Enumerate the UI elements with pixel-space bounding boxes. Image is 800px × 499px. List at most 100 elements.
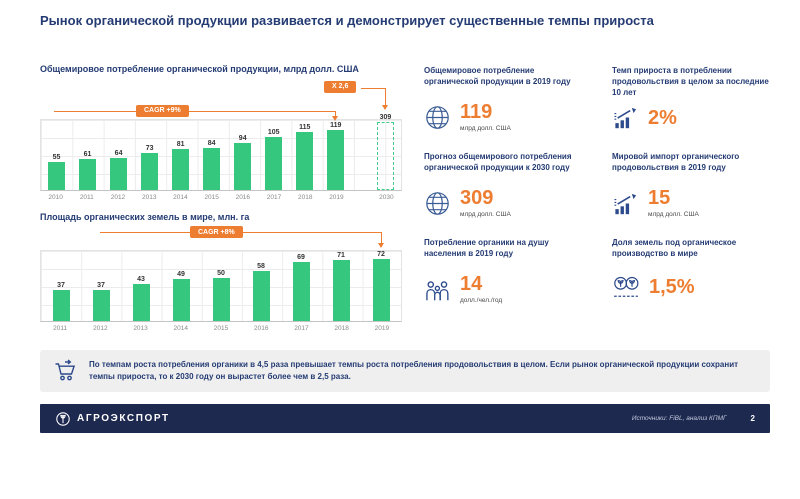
bar-slot: 50 xyxy=(201,270,241,322)
axis-tick-label: 2030 xyxy=(379,193,394,201)
multiplier-arrow-line xyxy=(361,87,386,106)
bar-slot: 69 xyxy=(281,254,321,322)
value-bar xyxy=(172,149,190,190)
cagr-arrow-drop xyxy=(381,232,382,245)
cagr-arrow-drop xyxy=(335,110,336,117)
bar-value-label: 115 xyxy=(299,124,311,132)
land-chart-title: Площадь органических земель в мире, млн.… xyxy=(40,211,250,222)
bar-slot: 49 xyxy=(161,271,201,322)
agroexport-logo-text: АГРОЭКСПОРТ xyxy=(77,413,170,424)
multiplier-badge: Х 2,6 xyxy=(324,80,357,93)
value-bar xyxy=(234,142,252,190)
bar-slot: 37 xyxy=(41,282,81,322)
axis-tick-label: 2016 xyxy=(253,325,269,333)
bar-value-label: 55 xyxy=(52,154,61,162)
stat-title: Мировой импорт органического продовольст… xyxy=(612,152,740,172)
bar-slot: 115 xyxy=(289,124,320,190)
value-bar xyxy=(79,159,97,190)
sources-text: Источники: FiBL, анализ КПМГ xyxy=(631,415,727,422)
stat-title: Темп прироста в потреблении продовольств… xyxy=(612,66,769,97)
bar-value-label: 72 xyxy=(377,251,385,259)
footer-bar: АГРОЭКСПОРТ Источники: FiBL, анализ КПМГ… xyxy=(40,404,770,433)
stat-block: Доля земель под органическое производств… xyxy=(612,238,770,304)
axis-labels: 2010 2011 2012 2013 2014 2015 2016 2017 2018 2019… xyxy=(40,192,402,203)
organic-field-icon xyxy=(612,274,640,300)
axis-tick-label: 2013 xyxy=(141,193,157,201)
stat-title: Общемировое потребление органической про… xyxy=(424,66,571,86)
axis-tick-label: 2014 xyxy=(173,193,188,201)
stat-title: Доля земель под органическое производств… xyxy=(612,238,737,258)
axis-tick-label: 2012 xyxy=(93,325,108,333)
axis-tick-label: 2019 xyxy=(329,193,344,201)
bar-value-label: 309 xyxy=(379,113,392,121)
bar-value-label: 58 xyxy=(257,263,265,271)
page-title: Рынок органической продукции развивается… xyxy=(40,13,654,28)
bar-slot: 84 xyxy=(196,140,227,190)
bar-value-label: 81 xyxy=(176,141,185,149)
bar-value-label: 84 xyxy=(207,139,216,147)
stat-title: Потребление органики на душу населения в… xyxy=(424,238,549,258)
bar-value-label: 105 xyxy=(267,129,280,137)
stat-row: 2% xyxy=(612,104,770,131)
note-box: По темпам роста потребления органики в 4… xyxy=(40,350,770,392)
value-bar xyxy=(372,259,390,322)
axis-tick-label: 2017 xyxy=(266,193,282,201)
bar-value-label: 119 xyxy=(330,122,342,130)
bar-plot: 55 61 64 73 81 84 94 105 115 119 309 xyxy=(40,114,402,191)
bar-slot: 94 xyxy=(227,135,258,190)
stat-row: 1,5% xyxy=(612,274,770,300)
consumption-chart: CAGR +9% Х 2,6 55 61 64 73 81 84 94 105 115 119 30… xyxy=(40,79,402,203)
value-bar xyxy=(52,289,70,322)
axis-tick-label: 2011 xyxy=(79,193,94,201)
bar-value-label: 94 xyxy=(238,134,247,142)
charts-column: Общемировое потребление органической про… xyxy=(40,64,402,334)
bar-slot: 37 xyxy=(81,282,121,322)
stat-block: Общемировое потребление органической про… xyxy=(424,66,582,132)
stat-number: 309 млрд долл. США xyxy=(460,188,511,218)
bar-slot: 64 xyxy=(103,150,134,190)
stats-grid: Общемировое потребление органической про… xyxy=(424,66,770,304)
bar-plot: 37 37 43 49 50 58 69 71 72 xyxy=(40,250,402,323)
axis-tick-label: 2015 xyxy=(213,325,229,333)
bar-slot: 81 xyxy=(165,141,196,190)
value-bar xyxy=(292,262,310,322)
people-icon xyxy=(424,276,451,303)
axis-tick-label: 2013 xyxy=(133,325,148,333)
stat-block: Мировой импорт органического продовольст… xyxy=(612,152,770,218)
growth-chart-icon xyxy=(612,104,639,131)
page-number: 2 xyxy=(750,414,755,423)
growth-chart-icon xyxy=(612,190,639,217)
bar-value-label: 71 xyxy=(337,252,345,260)
globe-icon xyxy=(424,104,451,131)
stat-block: Прогноз общемирового потребления органич… xyxy=(424,152,582,218)
stat-title: Прогноз общемирового потребления органич… xyxy=(424,152,572,172)
globe-icon xyxy=(424,190,451,217)
arrowhead-icon xyxy=(382,104,388,110)
bar-slot: 61 xyxy=(72,151,103,190)
bar-slot: 58 xyxy=(241,263,281,322)
agroexport-logo: АГРОЭКСПОРТ xyxy=(55,411,170,427)
bar-value-label: 43 xyxy=(137,276,145,284)
stat-block: Темп прироста в потреблении продовольств… xyxy=(612,66,770,132)
value-bar xyxy=(252,271,270,322)
stat-number: 14 долл./чел./год xyxy=(460,274,502,304)
chart-gap xyxy=(352,192,371,203)
stat-row: 14 долл./чел./год xyxy=(424,274,582,304)
bar-slot: 55 xyxy=(41,154,72,190)
stat-unit: млрд долл. США xyxy=(648,211,699,218)
stat-value: 15 xyxy=(648,187,671,209)
stat-number: 1,5% xyxy=(649,277,695,297)
value-bar xyxy=(172,279,190,322)
value-bar xyxy=(296,132,314,190)
land-chart: CAGR +8% 37 37 43 49 50 58 69 71 72 2011 2012 2013… xyxy=(40,226,402,334)
note-text: По темпам роста потребления органики в 4… xyxy=(89,360,739,381)
axis-labels: 2011 2012 2013 2014 2015 2016 2017 2018 2019 xyxy=(40,323,402,334)
bar-slot: 71 xyxy=(321,252,361,322)
stat-unit: млрд долл. США xyxy=(460,211,511,218)
stat-value: 309 xyxy=(460,187,494,209)
shopping-cart-icon xyxy=(53,359,77,383)
forecast-bar xyxy=(376,121,394,190)
axis-tick-label: 2010 xyxy=(48,193,63,201)
value-bar xyxy=(332,260,350,322)
